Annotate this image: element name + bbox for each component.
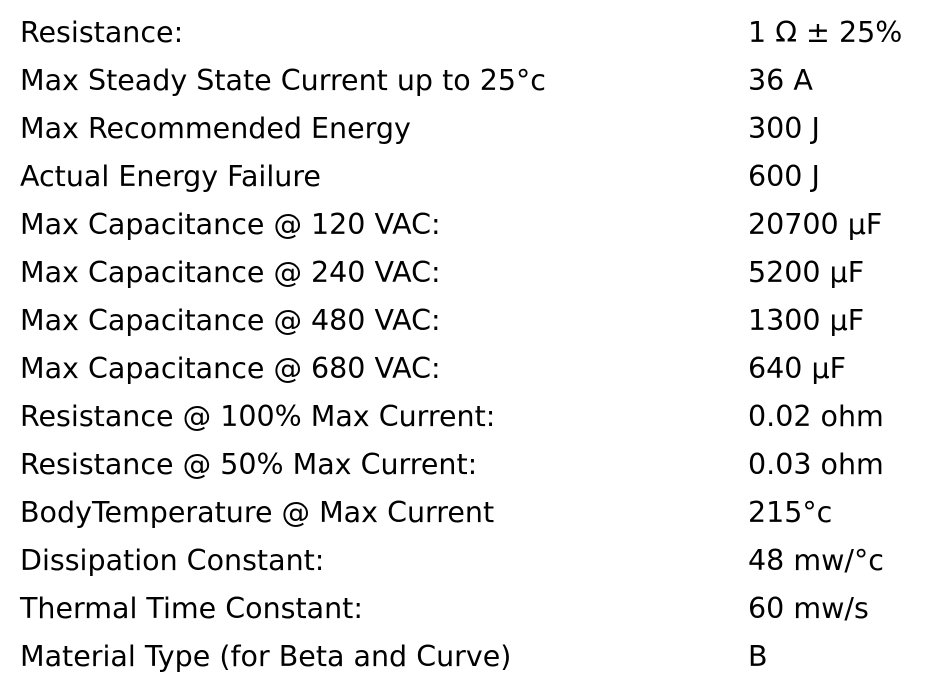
spec-label: BodyTemperature @ Max Current	[20, 496, 495, 529]
spec-value: 48 mw/°c	[748, 544, 884, 577]
spec-value: 600 J	[748, 160, 820, 193]
spec-label: Resistance @ 100% Max Current:	[20, 400, 496, 433]
spec-label: Max Capacitance @ 240 VAC:	[20, 256, 441, 289]
spec-label: Resistance @ 50% Max Current:	[20, 448, 478, 481]
spec-label: Max Steady State Current up to 25°c	[20, 64, 546, 97]
spec-label: Max Capacitance @ 680 VAC:	[20, 352, 441, 385]
spec-value: 1300 µF	[748, 304, 865, 337]
spec-value: 0.02 ohm	[748, 400, 884, 433]
spec-label: Resistance:	[20, 16, 184, 49]
spec-label: Max Capacitance @ 480 VAC:	[20, 304, 441, 337]
spec-value: 0.03 ohm	[748, 448, 884, 481]
spec-value: 1 Ω ± 25%	[748, 16, 903, 49]
spec-value: B	[748, 640, 768, 673]
spec-label: Max Capacitance @ 120 VAC:	[20, 208, 441, 241]
spec-value: 215°c	[748, 496, 833, 529]
spec-label: Max Recommended Energy	[20, 112, 411, 145]
spec-value: 36 A	[748, 64, 813, 97]
spec-label: Material Type (for Beta and Curve)	[20, 640, 512, 673]
spec-value: 5200 µF	[748, 256, 865, 289]
spec-value: 20700 µF	[748, 208, 883, 241]
spec-label: Thermal Time Constant:	[20, 592, 363, 625]
spec-label: Dissipation Constant:	[20, 544, 325, 577]
spec-value: 60 mw/s	[748, 592, 869, 625]
spec-value: 300 J	[748, 112, 820, 145]
spec-label: Actual Energy Failure	[20, 160, 321, 193]
spec-value: 640 µF	[748, 352, 846, 385]
